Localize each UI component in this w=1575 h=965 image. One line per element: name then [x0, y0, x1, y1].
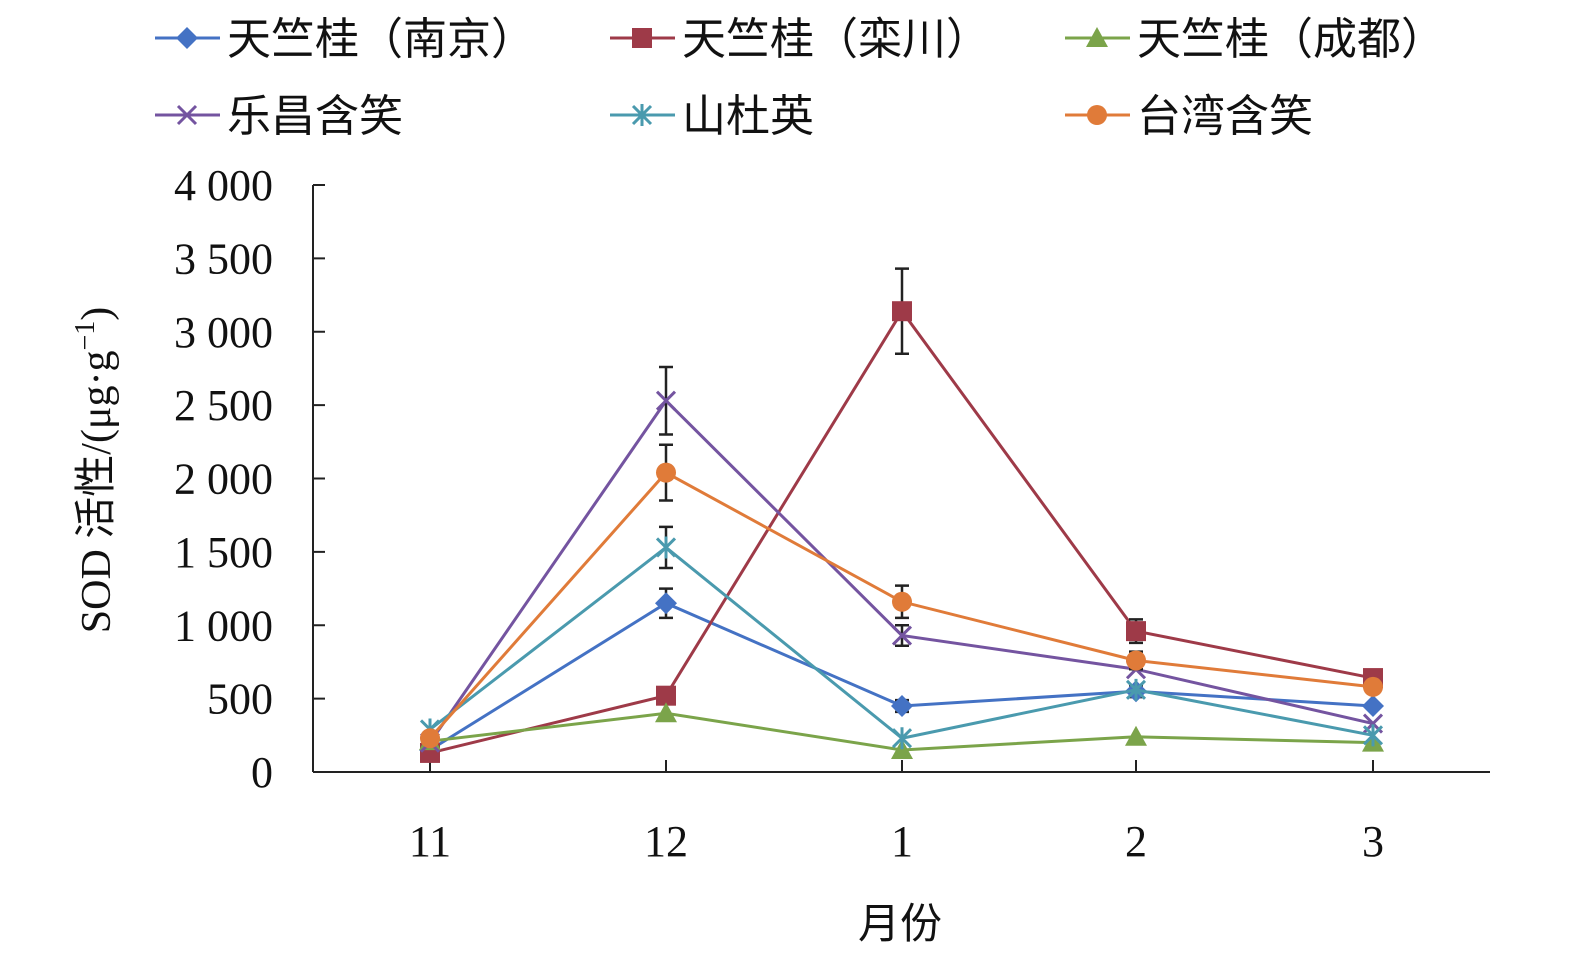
- data-point: [656, 685, 676, 706]
- data-point: [891, 727, 913, 750]
- data-point: [1125, 678, 1147, 701]
- legend-item: 乐昌含笑: [155, 91, 403, 142]
- legend-label: 乐昌含笑: [227, 91, 403, 142]
- y-tick-label: 1 500: [174, 528, 273, 577]
- legend-item: 天竺桂（栾川）: [610, 14, 990, 65]
- data-point: [420, 728, 440, 749]
- series-4: [419, 365, 1384, 753]
- legend-marker: [631, 104, 653, 126]
- x-tick-label: 3: [1362, 817, 1384, 866]
- y-axis-title-close: ): [74, 307, 120, 321]
- data-point: [1362, 694, 1384, 717]
- y-tick-label: 2 500: [174, 381, 273, 430]
- data-point: [1126, 621, 1146, 642]
- x-axis-ticks: 11 12 1 2 3: [409, 760, 1384, 866]
- data-point: [892, 301, 912, 322]
- data-point: [655, 702, 677, 723]
- x-tick-label: 1: [891, 817, 913, 866]
- data-point: [891, 625, 913, 646]
- data-point: [656, 462, 676, 483]
- y-tick-label: 2 000: [174, 455, 273, 504]
- y-tick-label: 3 000: [174, 308, 273, 357]
- legend-marker: [1086, 27, 1108, 47]
- data-point: [1363, 676, 1383, 697]
- y-axis-title-latin: SOD: [74, 539, 120, 634]
- y-tick-label: 500: [207, 675, 273, 724]
- legend-marker: [632, 28, 652, 48]
- legend-label: 天竺桂（南京）: [227, 14, 535, 65]
- y-axis-title-sup: −1: [70, 321, 101, 351]
- legend-label: 台湾含笑: [1137, 91, 1313, 142]
- legend-item: 天竺桂（南京）: [155, 14, 535, 65]
- x-tick-label: 12: [644, 817, 688, 866]
- data-point: [655, 390, 677, 411]
- series-6: [420, 443, 1383, 749]
- legend-marker: [176, 104, 198, 126]
- y-axis-title: SOD 活性/(μg·g−1): [70, 307, 120, 634]
- legend-label: 天竺桂（成都）: [1137, 14, 1445, 65]
- x-tick-label: 11: [409, 817, 451, 866]
- legend-label: 天竺桂（栾川）: [682, 14, 990, 65]
- y-axis-ticks: 0 500 1 000 1 500 2 000 2 500 3 000 3 500 4 000: [174, 161, 325, 797]
- legend-item: 台湾含笑: [1065, 91, 1313, 142]
- data-point: [892, 591, 912, 612]
- y-tick-label: 3 500: [174, 234, 273, 283]
- y-tick-label: 1 000: [174, 601, 273, 650]
- data-point: [1125, 725, 1147, 746]
- series-line: [429, 308, 1374, 755]
- data-point: [891, 694, 913, 717]
- series-line: [428, 398, 1374, 744]
- x-axis-title: 月份: [858, 899, 942, 948]
- x-tick-label: 2: [1125, 817, 1147, 866]
- legend-marker: [176, 27, 198, 49]
- y-tick-label: 4 000: [174, 161, 273, 210]
- legend-marker: [1087, 105, 1107, 125]
- legend-label: 山杜英: [682, 91, 814, 142]
- data-point: [1362, 724, 1384, 747]
- data-point: [1126, 650, 1146, 671]
- legend-item: 天竺桂（成都）: [1065, 14, 1445, 65]
- series-2: [420, 267, 1383, 763]
- y-tick-label: 0: [251, 748, 273, 797]
- y-axis-title-cjk: 活性: [71, 455, 120, 539]
- legend: 天竺桂（南京） 天竺桂（栾川） 天竺桂（成都） 乐昌含笑 山杜英 台湾含笑: [155, 14, 1445, 142]
- plot-area: [419, 267, 1384, 763]
- legend-item: 山杜英: [610, 91, 814, 142]
- data-point: [655, 592, 677, 615]
- data-point: [655, 536, 677, 559]
- y-axis-title-unit: /(μg·g: [74, 351, 120, 455]
